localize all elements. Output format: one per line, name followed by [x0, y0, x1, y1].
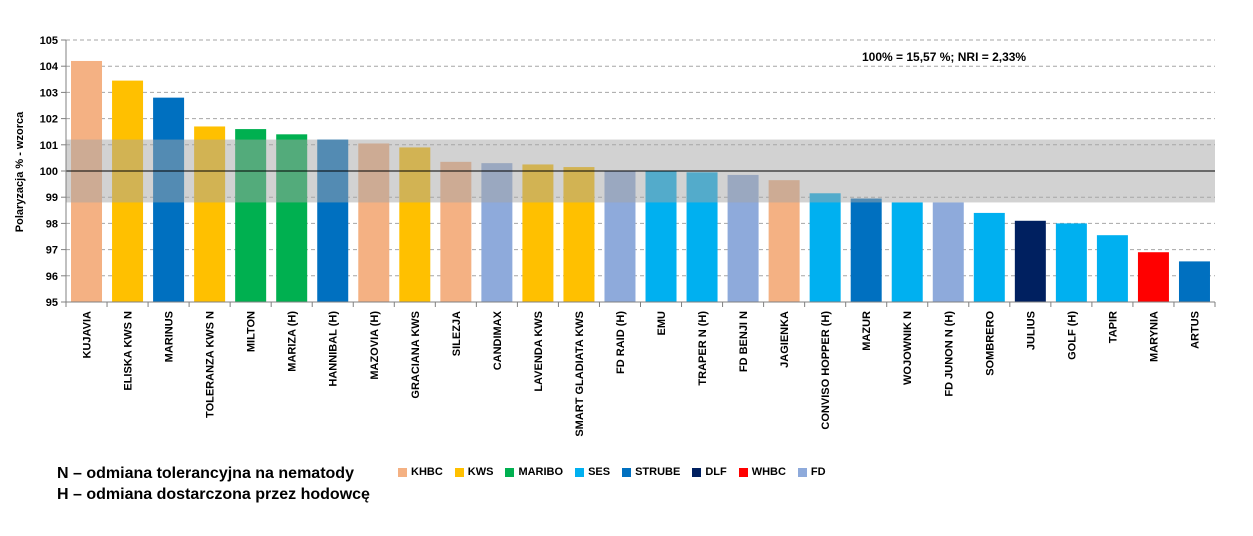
- y-tick-label: 98: [46, 218, 58, 230]
- legend-item: SES: [575, 466, 610, 478]
- x-tick-label: MAZUR: [861, 311, 873, 351]
- y-tick-label: 97: [46, 245, 58, 257]
- legend-item: KHBC: [398, 466, 443, 478]
- legend-swatch: [797, 467, 807, 477]
- legend-label: WHBC: [751, 466, 786, 478]
- bar: [1178, 261, 1210, 302]
- bar: [850, 198, 882, 302]
- chart-annotation: 100% = 15,57 %; NRI = 2,33%: [862, 50, 1026, 64]
- axes: 95 96 97 98 99 100 101 102 103 104 105 KUJAVIA ELISK…: [40, 35, 1216, 437]
- y-tick-label: 105: [40, 35, 58, 47]
- y-tick-label: 96: [46, 271, 58, 283]
- x-tick-label: CANDIMAX: [492, 310, 504, 370]
- legend-label: DLF: [705, 466, 727, 478]
- x-tick-label: MARINUS: [164, 311, 176, 362]
- legend-swatch: [505, 467, 515, 477]
- bar: [1137, 252, 1169, 302]
- bar: [1014, 220, 1046, 302]
- bars: [66, 60, 1215, 303]
- x-tick-label: GRACIANA KWS: [410, 311, 422, 399]
- x-tick-label: TRAPER N (H): [697, 311, 709, 386]
- legend-label: SES: [588, 466, 611, 478]
- x-tick-label: FD RAID (H): [615, 311, 627, 374]
- x-tick-label: WOJOWNIK N: [902, 311, 914, 385]
- x-tick-label: TAPIR: [1107, 311, 1119, 343]
- legend-item: STRUBE: [622, 466, 680, 478]
- legend-label: FD: [810, 466, 826, 478]
- x-tick-label: MARIZA (H): [287, 311, 299, 372]
- y-axis-label: Polaryzacja % - wzorca: [14, 111, 26, 232]
- legend-swatch: [398, 467, 407, 477]
- bar-chart: 95 96 97 98 99 100 101 102 103 104 105 KUJAVIA ELISK…: [14, 35, 1216, 437]
- x-tick-label: LAVENDA KWS: [533, 311, 545, 392]
- bar: [1055, 223, 1087, 302]
- x-tick-label: MARYNIA: [1148, 311, 1160, 362]
- legend-swatch: [692, 467, 702, 477]
- note-breeder: H – odmiana dostarczona przez hodowcę: [57, 486, 370, 503]
- note-nematode: N – odmiana tolerancyjna na nematody: [57, 465, 354, 482]
- y-tick-label: 103: [40, 87, 58, 99]
- y-tick-label: 101: [40, 140, 58, 152]
- legend-label: KHBC: [411, 466, 443, 478]
- legend-item: FD: [797, 466, 826, 478]
- x-tick-label: ELISKA KWS N: [123, 311, 135, 391]
- y-tick-label: 102: [40, 114, 58, 126]
- legend-item: WHBC: [738, 466, 786, 478]
- y-tick-label: 104: [40, 61, 59, 73]
- x-tick-label: FD BENJI N: [738, 311, 750, 372]
- bar: [1096, 235, 1128, 302]
- bar: [973, 212, 1005, 302]
- x-tick-label: SILEZJA: [451, 311, 463, 356]
- legend-swatch: [454, 467, 464, 477]
- y-tick-label: 99: [46, 192, 58, 204]
- x-tick-label: HANNIBAL (H): [328, 311, 340, 387]
- bar: [932, 202, 964, 302]
- legend-swatch: [622, 467, 632, 477]
- legend-item: DLF: [692, 466, 727, 478]
- x-tick-label: MILTON: [246, 311, 258, 352]
- bar: [891, 202, 923, 302]
- legend-swatch: [575, 467, 585, 477]
- y-tick-label: 95: [46, 297, 58, 309]
- x-tick-label: JAGIENKA: [779, 311, 791, 368]
- legend-item: MARIBO: [505, 466, 563, 478]
- bar: [809, 193, 841, 302]
- x-tick-label: ARTUS: [1189, 311, 1201, 349]
- x-tick-label: FD JUNON N (H): [943, 311, 955, 397]
- legend-item: KWS: [454, 466, 494, 478]
- legend-label: KWS: [467, 466, 494, 478]
- x-tick-label: EMU: [656, 311, 668, 336]
- x-tick-label: SOMBRERO: [984, 311, 996, 376]
- x-tick-label: GOLF (H): [1066, 311, 1078, 360]
- legend-label: MARIBO: [518, 466, 564, 478]
- x-tick-label: MAZOVIA (H): [369, 311, 381, 380]
- legend-swatch: [738, 467, 748, 477]
- x-tick-label: KUJAVIA: [82, 311, 94, 359]
- x-tick-label: CONVISO HOPPER (H): [820, 311, 832, 430]
- x-tick-label: JULIUS: [1025, 311, 1037, 350]
- legend: KHBC KWS MARIBO SES STRUBE DLF WHBC FD: [398, 466, 838, 478]
- x-tick-label: SMART GLADIATA KWS: [574, 311, 586, 437]
- legend-label: STRUBE: [635, 466, 681, 478]
- y-tick-label: 100: [40, 166, 58, 178]
- x-tick-label: TOLERANZA KWS N: [205, 311, 217, 418]
